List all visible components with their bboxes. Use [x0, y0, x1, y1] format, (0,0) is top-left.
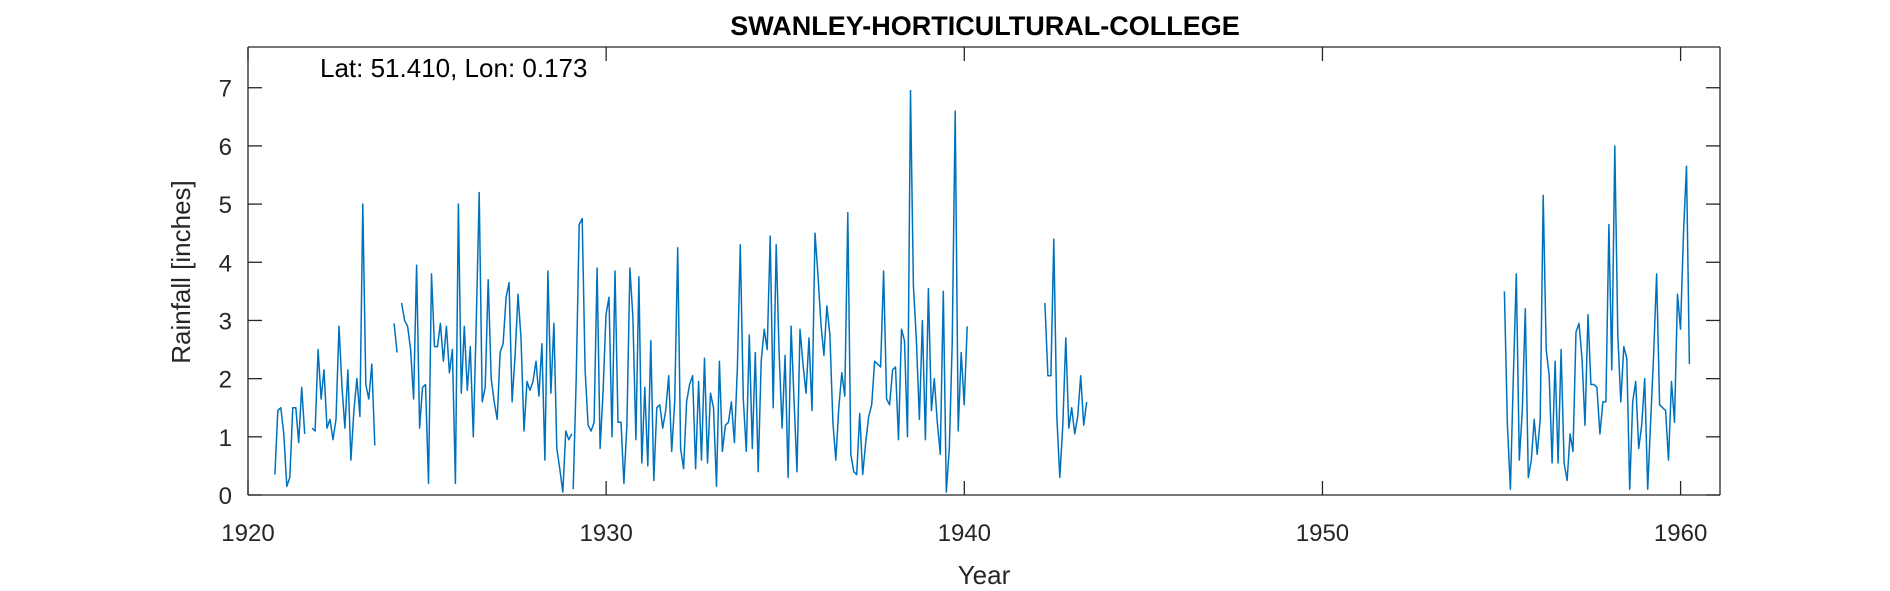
x-tick-labels: 1920 1930 1940 1950 1960 [221, 520, 1707, 547]
series-line-segment [572, 89, 968, 493]
series-line-segment [393, 323, 398, 353]
x-tick-label: 1940 [938, 520, 991, 547]
y-axis-label: Rainfall [inches] [166, 180, 196, 364]
plot-area [248, 47, 1720, 495]
x-tick-label: 1930 [579, 520, 632, 547]
axis-ticks [247, 47, 1720, 496]
y-tick-label: 7 [219, 76, 232, 103]
chart-title: SWANLEY-HORTICULTURAL-COLLEGE [730, 11, 1239, 41]
x-axis-label: Year [958, 560, 1011, 590]
x-tick-label: 1920 [221, 520, 274, 547]
series-line-segment [274, 386, 306, 488]
rainfall-series [274, 89, 1691, 493]
location-annotation: Lat: 51.410, Lon: 0.173 [320, 53, 587, 83]
axes-box [247, 46, 1721, 496]
y-tick-label: 6 [219, 134, 232, 161]
y-tick-label: 0 [219, 483, 232, 510]
series-line-segment [1503, 145, 1691, 490]
y-tick-label: 4 [219, 250, 232, 277]
y-tick-label: 2 [219, 367, 232, 394]
x-tick-label: 1960 [1654, 520, 1707, 547]
series-line-segment [400, 191, 573, 493]
series-line-segment [1044, 238, 1088, 479]
y-tick-label: 1 [219, 425, 232, 452]
y-tick-label: 3 [219, 308, 232, 335]
y-tick-labels: 0 1 2 3 4 5 6 7 [219, 76, 232, 510]
x-tick-label: 1950 [1296, 520, 1349, 547]
y-tick-label: 5 [219, 192, 232, 219]
series-line-segment [311, 203, 376, 461]
